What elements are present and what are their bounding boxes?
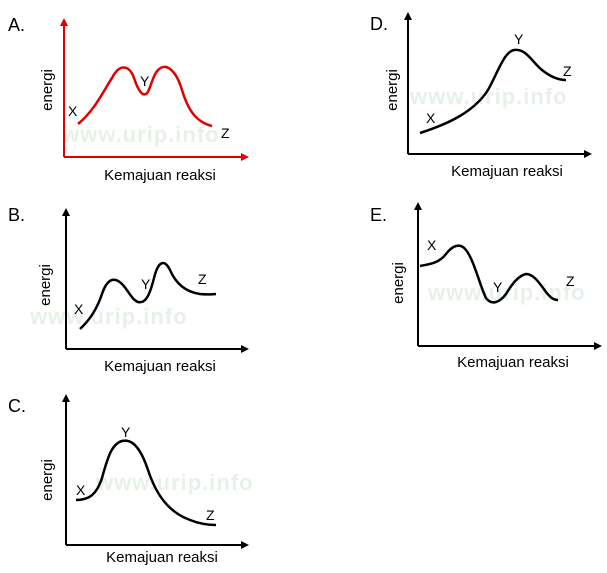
y-axis-label: energi	[39, 69, 56, 111]
watermark: www.urip.info	[29, 304, 188, 329]
x-axis-label: Kemajuan reaksi	[104, 167, 216, 184]
point-x-label: X	[74, 301, 84, 317]
point-z-label: Z	[563, 63, 572, 79]
point-y-label: Y	[141, 276, 151, 292]
x-axis-label: Kemajuan reaksi	[104, 358, 216, 375]
option-label: B.	[8, 205, 25, 225]
point-y-label: Y	[514, 31, 524, 47]
diagram-d: www.urip.info D. energi Kemajuan reaksi …	[370, 12, 592, 180]
point-z-label: Z	[566, 273, 575, 289]
y-axis-label: energi	[37, 264, 54, 306]
energy-curve	[419, 48, 567, 135]
y-axis-label: energi	[384, 69, 401, 111]
point-z-label: Z	[206, 507, 215, 523]
energy-curve	[75, 439, 217, 527]
diagram-a: www.urip.info A. energi Kemajuan reaksi …	[8, 15, 249, 184]
watermark: www.urip.info	[95, 470, 254, 495]
point-y-label: Y	[121, 424, 131, 440]
diagram-c: www.urip.info C. energi Kemajuan reaksi …	[8, 394, 254, 566]
point-x-label: X	[76, 482, 86, 498]
point-y-label: Y	[493, 279, 503, 295]
energy-curve	[419, 244, 559, 304]
point-y-label: Y	[140, 73, 150, 89]
option-label: C.	[8, 396, 26, 416]
diagram-b: www.urip.info B. energi Kemajuan reaksi …	[8, 205, 249, 375]
point-x-label: X	[68, 103, 78, 119]
y-axis-label: energi	[390, 262, 407, 304]
x-axis-label: Kemajuan reaksi	[106, 549, 218, 566]
option-label: A.	[8, 15, 25, 35]
y-axis-label: energi	[39, 459, 56, 501]
point-z-label: Z	[221, 125, 230, 141]
x-axis-label: Kemajuan reaksi	[457, 354, 569, 371]
point-x-label: X	[427, 237, 437, 253]
x-axis-label: Kemajuan reaksi	[451, 163, 563, 180]
diagram-e: www.urip.info E. energi Kemajuan reaksi …	[370, 202, 602, 371]
energy-curve	[77, 65, 213, 128]
watermark: www.urip.info	[61, 122, 220, 147]
point-x-label: X	[426, 110, 436, 126]
point-z-label: Z	[198, 271, 207, 287]
option-label: D.	[370, 14, 388, 34]
option-label: E.	[370, 205, 387, 225]
energy-curve	[79, 261, 217, 330]
